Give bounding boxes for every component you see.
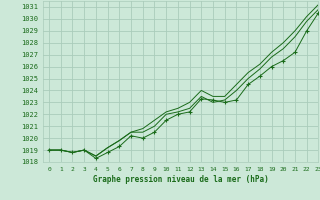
X-axis label: Graphe pression niveau de la mer (hPa): Graphe pression niveau de la mer (hPa) bbox=[93, 175, 269, 184]
